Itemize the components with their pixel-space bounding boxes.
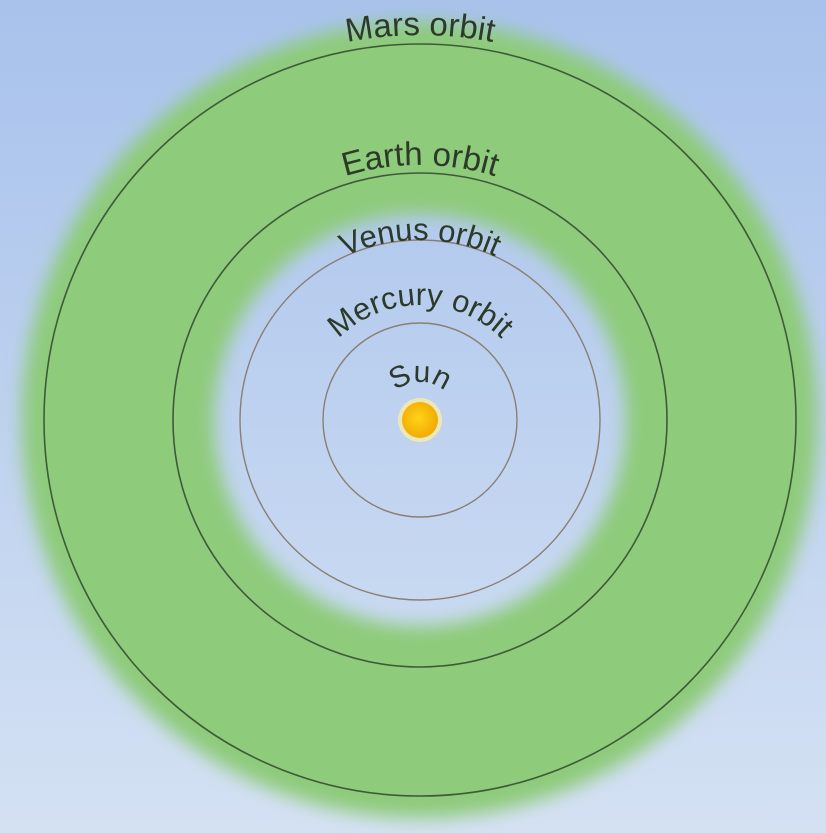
page: Mars orbit Earth orbit Venus orbit Mercu…	[0, 0, 826, 833]
diagram: Mars orbit Earth orbit Venus orbit Mercu…	[0, 0, 826, 833]
sun	[402, 402, 438, 438]
